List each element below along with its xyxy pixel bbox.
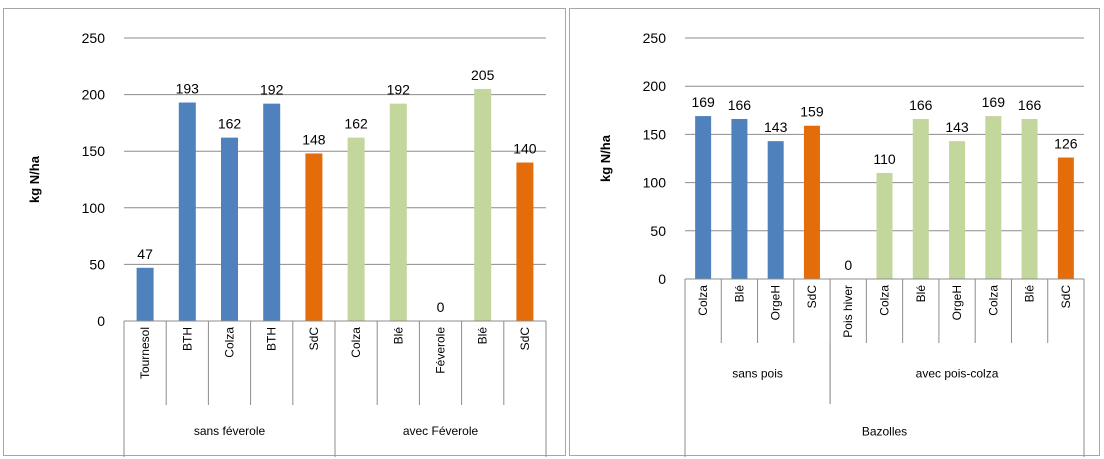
bar-right-9 (1021, 118, 1038, 279)
y-tick-label: 100 (82, 200, 106, 216)
category-label: Blé (732, 285, 746, 303)
category-label: SdC (1059, 285, 1073, 309)
bar-right-5 (876, 172, 893, 279)
category-label: SdC (805, 285, 819, 309)
y-tick-label: 150 (82, 143, 106, 159)
data-label: 166 (1018, 97, 1042, 113)
category-label: Blé (391, 327, 405, 345)
category-label: Colza (878, 285, 892, 316)
category-label: SdC (307, 327, 321, 351)
bar-left-5 (347, 137, 365, 321)
y-tick-label: 200 (82, 87, 106, 103)
group-label: avec Féverole (403, 424, 479, 438)
category-label: Blé (914, 285, 928, 303)
bar-right-6 (912, 118, 929, 279)
y-tick-label: 250 (82, 30, 106, 46)
data-label: 140 (513, 141, 537, 157)
y-tick-label: 250 (643, 30, 667, 46)
category-label: SdC (518, 327, 532, 351)
bar-left-1 (178, 102, 196, 321)
data-label: 166 (728, 97, 752, 113)
bar-left-6 (389, 103, 407, 321)
data-label: 143 (945, 119, 969, 135)
bar-left-8 (474, 88, 492, 321)
data-label: 169 (982, 94, 1006, 110)
y-axis-title: kg N/ha (598, 134, 613, 182)
data-label: 192 (387, 82, 411, 98)
chart-panel-left: 0 50 100 150 200 250 kg N/ha 47 193 162 192 148 162 1… (3, 8, 566, 457)
data-label: 166 (909, 97, 933, 113)
bar-chart-right: 0 50 100 150 200 250 kg N/ha 169 166 143 159 0 110 16… (598, 30, 1085, 457)
group-label: avec pois-colza (916, 367, 999, 381)
bar-right-7 (949, 141, 966, 279)
outer-group-label: Bazolles (862, 425, 907, 439)
category-label: Blé (476, 327, 490, 345)
chart-panel-right: 0 50 100 150 200 250 kg N/ha 169 166 143 159 0 110 16… (569, 8, 1100, 457)
bar-right-0 (695, 116, 712, 279)
data-label: 126 (1054, 136, 1078, 152)
data-label: 110 (873, 151, 896, 167)
bar-left-2 (221, 137, 238, 321)
y-tick-label: 100 (643, 175, 667, 191)
data-label: 0 (437, 299, 445, 315)
category-label: BTH (265, 327, 279, 351)
group-label: sans féverole (194, 424, 266, 438)
category-label: Colza (986, 285, 1000, 316)
bar-right-3 (803, 125, 820, 279)
data-label: 47 (137, 246, 153, 262)
bar-left-3 (263, 103, 281, 321)
y-tick-label: 0 (658, 271, 666, 287)
y-tick-label: 50 (89, 256, 105, 272)
bar-chart-left: 0 50 100 150 200 250 kg N/ha 47 193 162 192 148 162 1… (27, 30, 547, 457)
bar-right-2 (767, 141, 784, 279)
category-label: OrgeH (769, 285, 783, 320)
bar-right-8 (985, 116, 1002, 279)
category-label: Blé (1023, 285, 1037, 303)
y-tick-label: 150 (643, 126, 667, 142)
category-label: BTH (180, 327, 194, 351)
data-label: 148 (302, 131, 326, 147)
category-label: Tournesol (138, 327, 152, 379)
data-label: 193 (176, 81, 200, 97)
data-label: 143 (764, 119, 788, 135)
bar-left-9 (516, 162, 534, 321)
group-label: sans pois (732, 367, 783, 381)
data-label: 162 (344, 116, 368, 132)
data-label: 162 (218, 116, 242, 132)
bar-left-0 (136, 267, 154, 321)
category-label: OrgeH (950, 285, 964, 320)
category-label: Colza (223, 327, 237, 358)
y-tick-label: 0 (97, 313, 105, 329)
bar-left-4 (305, 153, 323, 321)
y-tick-label: 50 (650, 223, 666, 239)
category-label: Colza (696, 285, 710, 316)
data-label: 205 (471, 67, 495, 83)
category-label: Féverole (434, 327, 448, 374)
y-axis-title: kg N/ha (27, 155, 42, 203)
data-label: 159 (800, 104, 824, 120)
y-tick-label: 200 (643, 78, 667, 94)
data-label: 0 (844, 257, 852, 273)
data-label: 192 (260, 82, 284, 98)
category-label: Pois hiver (841, 285, 855, 338)
category-label: Colza (349, 327, 363, 358)
bar-right-1 (731, 118, 748, 279)
data-label: 169 (691, 94, 715, 110)
bar-right-10 (1057, 157, 1074, 279)
